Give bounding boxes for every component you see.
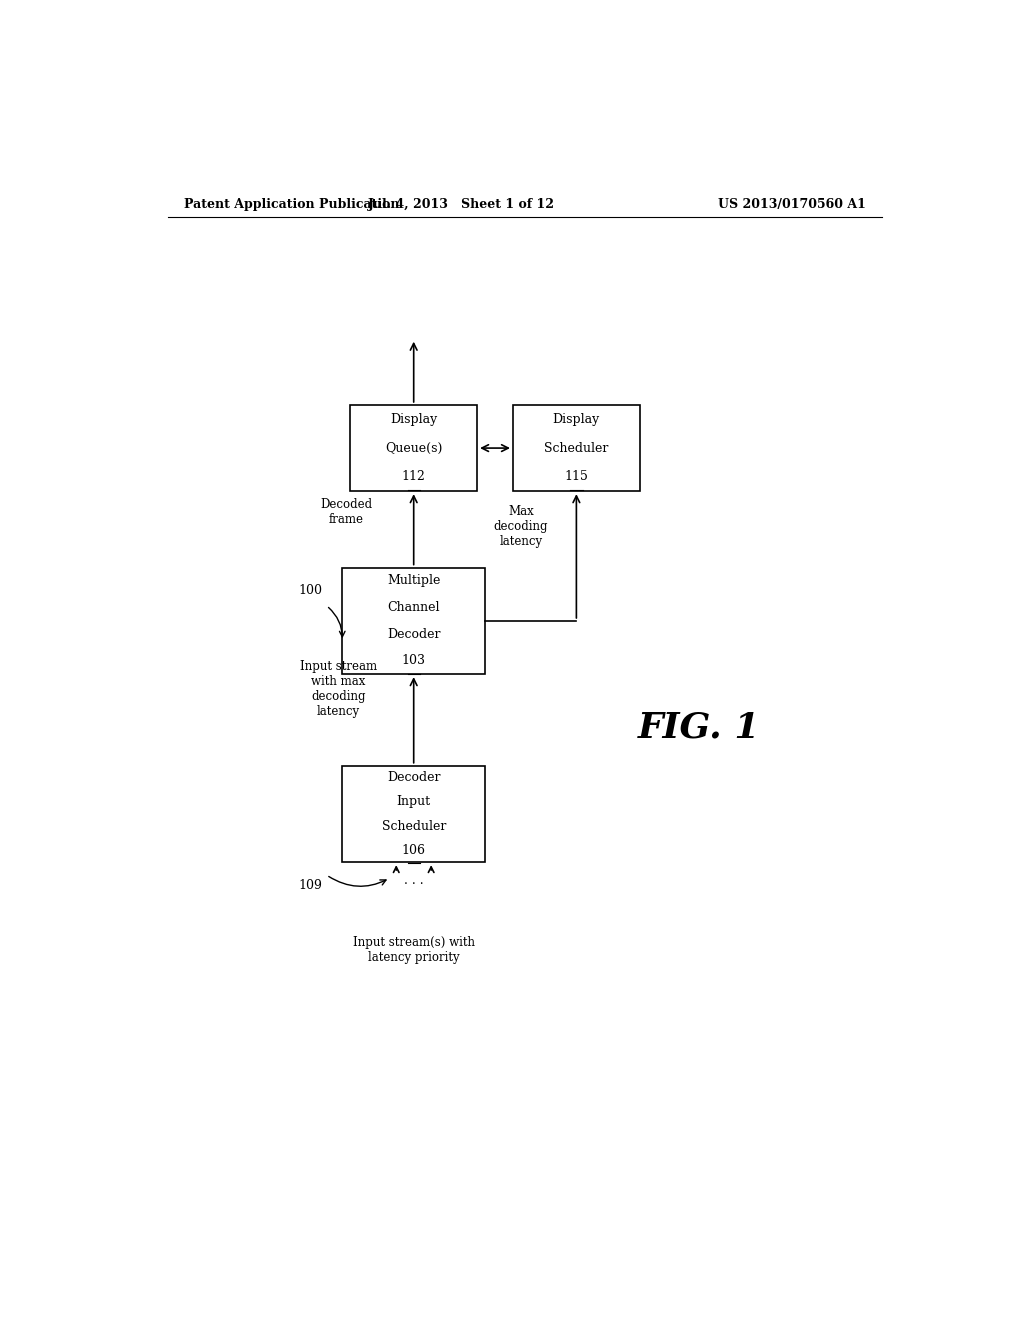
Text: Channel: Channel [387, 601, 440, 614]
Text: . . .: . . . [403, 874, 424, 887]
Text: Display: Display [553, 413, 600, 426]
Text: 106: 106 [401, 843, 426, 857]
Text: 115: 115 [564, 470, 589, 483]
Text: 100: 100 [298, 583, 323, 597]
Text: Input: Input [396, 796, 431, 808]
Text: Max
decoding
latency: Max decoding latency [494, 504, 548, 548]
Text: Scheduler: Scheduler [382, 820, 445, 833]
Text: FIG. 1: FIG. 1 [638, 710, 761, 744]
Text: Decoded
frame: Decoded frame [321, 498, 373, 527]
Text: Scheduler: Scheduler [544, 442, 608, 454]
Text: Patent Application Publication: Patent Application Publication [183, 198, 399, 211]
Text: 109: 109 [299, 879, 323, 891]
Text: Decoder: Decoder [387, 771, 440, 784]
Bar [342, 568, 485, 675]
Bar [513, 405, 640, 491]
Bar [350, 405, 477, 491]
Text: Queue(s): Queue(s) [385, 442, 442, 454]
Text: Jul. 4, 2013   Sheet 1 of 12: Jul. 4, 2013 Sheet 1 of 12 [368, 198, 555, 211]
Text: US 2013/0170560 A1: US 2013/0170560 A1 [718, 198, 866, 211]
Text: Display: Display [390, 413, 437, 426]
Bar [342, 766, 485, 862]
Text: Multiple: Multiple [387, 574, 440, 587]
Text: Input stream
with max
decoding
latency: Input stream with max decoding latency [300, 660, 377, 718]
Text: 103: 103 [401, 655, 426, 668]
Text: Input stream(s) with
latency priority: Input stream(s) with latency priority [352, 936, 475, 964]
Text: 112: 112 [401, 470, 426, 483]
Text: Decoder: Decoder [387, 628, 440, 640]
